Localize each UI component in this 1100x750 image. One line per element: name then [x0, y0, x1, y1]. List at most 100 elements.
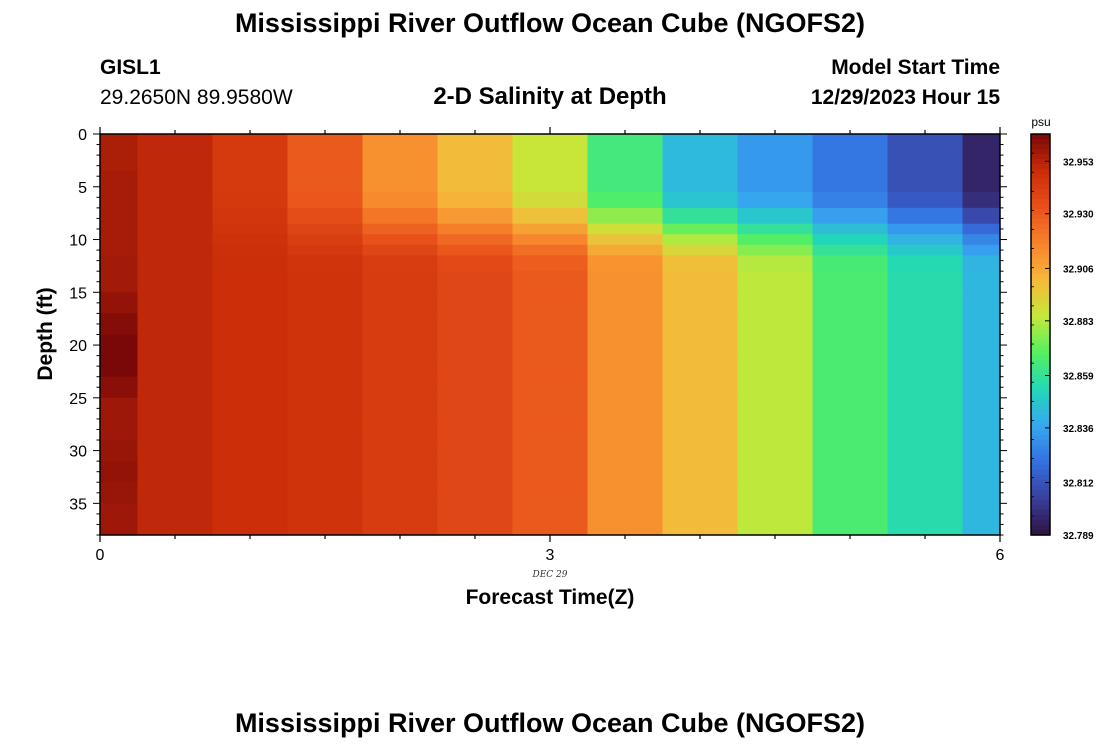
- colorbar-segment: [1031, 169, 1050, 175]
- heatmap-cell: [512, 440, 588, 462]
- heatmap-cell: [137, 292, 213, 314]
- heatmap-cell: [362, 482, 438, 504]
- y-axis-tick-label: 5: [78, 180, 87, 197]
- colorbar-segment: [1031, 194, 1050, 200]
- heatmap-cell: [512, 418, 588, 441]
- colorbar-segment: [1031, 244, 1050, 250]
- heatmap-cell: [100, 440, 138, 462]
- heatmap-cell: [362, 170, 438, 193]
- colorbar-segment: [1031, 174, 1050, 180]
- colorbar-segment: [1031, 279, 1050, 285]
- colorbar-segment: [1031, 364, 1050, 371]
- heatmap-cell: [662, 397, 738, 420]
- colorbar-segment: [1031, 414, 1050, 421]
- heatmap-cell: [662, 244, 738, 256]
- heatmap-cell: [812, 355, 888, 378]
- heatmap-cell: [137, 313, 213, 335]
- colorbar-segment: [1031, 254, 1050, 260]
- heatmap-cell: [737, 207, 813, 225]
- heatmap-cell: [812, 149, 888, 172]
- heatmap-cell: [437, 234, 513, 246]
- heatmap-cell: [212, 149, 288, 172]
- heatmap-cell: [137, 355, 213, 378]
- heatmap-cell: [137, 255, 213, 272]
- heatmap-cell: [587, 440, 663, 462]
- colorbar-segment: [1031, 429, 1050, 436]
- heatmap-cell: [887, 461, 963, 483]
- heatmap-cell: [212, 134, 288, 151]
- colorbar-segment: [1031, 159, 1050, 165]
- heatmap-cell: [662, 355, 738, 378]
- colorbar-segment: [1031, 289, 1050, 295]
- colorbar-tick-label: 32.953: [1063, 157, 1094, 168]
- heatmap-cell: [137, 223, 213, 235]
- heatmap-cell: [362, 255, 438, 272]
- colorbar-segment: [1031, 299, 1050, 306]
- colorbar-segment: [1031, 179, 1050, 185]
- heatmap-cell: [212, 255, 288, 272]
- heatmap-cell: [737, 376, 813, 399]
- heatmap-cell: [100, 461, 138, 483]
- heatmap-cell: [737, 244, 813, 256]
- heatmap-cell: [812, 271, 888, 293]
- colorbar-segment: [1031, 454, 1050, 461]
- heatmap-cell: [737, 292, 813, 314]
- main-title: Mississippi River Outflow Ocean Cube (NG…: [234, 8, 866, 38]
- heatmap-cell: [737, 223, 813, 235]
- heatmap-cell: [287, 355, 363, 378]
- heatmap-cell: [737, 255, 813, 272]
- heatmap-cell: [362, 223, 438, 235]
- heatmap-cell: [962, 255, 1001, 272]
- colorbar-segment: [1031, 249, 1050, 255]
- heatmap-cell: [587, 376, 663, 399]
- heatmap-cell: [287, 292, 363, 314]
- heatmap-cell: [287, 271, 363, 293]
- colorbar-tick-label: 32.812: [1063, 479, 1094, 490]
- colorbar-segment: [1031, 189, 1050, 195]
- heatmap-cell: [212, 334, 288, 357]
- heatmap-cell: [287, 397, 363, 420]
- heatmap-cell: [812, 334, 888, 357]
- heatmap-cell: [587, 418, 663, 441]
- heatmap-cell: [887, 170, 963, 193]
- heatmap-cell: [287, 255, 363, 272]
- colorbar-segment: [1031, 214, 1050, 220]
- heatmap-cell: [437, 461, 513, 483]
- heatmap-cell: [962, 207, 1001, 225]
- colorbar-segment: [1031, 229, 1050, 235]
- heatmap-cell: [212, 292, 288, 314]
- colorbar-segment: [1031, 334, 1050, 341]
- heatmap-cell: [512, 134, 588, 151]
- heatmap-cell: [437, 503, 513, 536]
- colorbar-segment: [1031, 329, 1050, 336]
- heatmap-cell: [662, 255, 738, 272]
- heatmap-cell: [137, 418, 213, 441]
- heatmap-cell: [587, 355, 663, 378]
- heatmap-cell: [100, 355, 138, 378]
- heatmap-cell: [587, 207, 663, 225]
- heatmap-cell: [737, 334, 813, 357]
- heatmap-cell: [287, 234, 363, 246]
- heatmap-cell: [362, 334, 438, 357]
- heatmap-cell: [362, 440, 438, 462]
- heatmap-cell: [812, 418, 888, 441]
- heatmap-cell: [437, 376, 513, 399]
- heatmap-cell: [362, 503, 438, 536]
- colorbar-segment: [1031, 424, 1050, 431]
- heatmap-cell: [137, 440, 213, 462]
- heatmap-cell: [887, 376, 963, 399]
- heatmap-cell: [287, 207, 363, 225]
- model-start-value: 12/29/2023 Hour 15: [810, 86, 1000, 109]
- heatmap-cell: [812, 397, 888, 420]
- heatmap-cell: [512, 355, 588, 378]
- heatmap-cell: [662, 292, 738, 314]
- heatmap-cell: [887, 149, 963, 172]
- heatmap-cell: [287, 244, 363, 256]
- heatmap-cell: [962, 313, 1001, 335]
- heatmap-cell: [737, 149, 813, 172]
- heatmap-cell: [437, 207, 513, 225]
- x-axis-tick-label: 0: [96, 547, 105, 564]
- heatmap-cell: [887, 234, 963, 246]
- heatmap-cell: [137, 271, 213, 293]
- heatmap-cell: [587, 170, 663, 193]
